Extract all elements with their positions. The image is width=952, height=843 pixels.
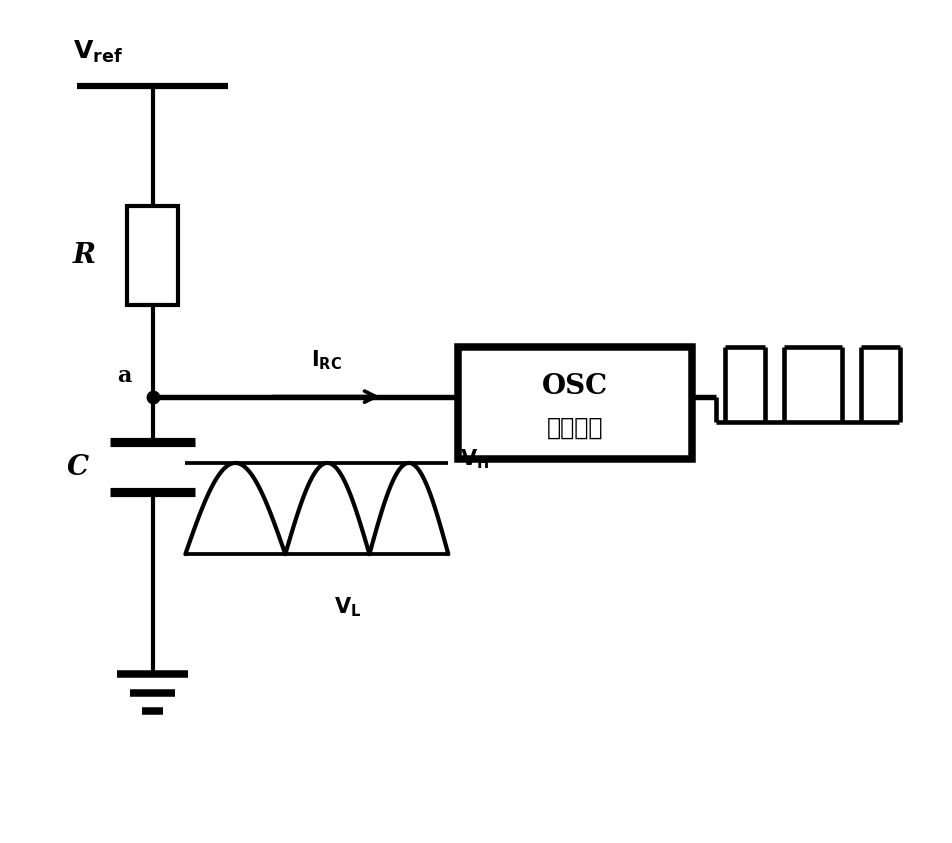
Text: $\mathbf{V_H}$: $\mathbf{V_H}$ xyxy=(459,448,488,471)
Text: $\mathbf{V_{ref}}$: $\mathbf{V_{ref}}$ xyxy=(72,39,123,65)
Text: $\mathbf{V_L}$: $\mathbf{V_L}$ xyxy=(334,596,361,620)
Text: R: R xyxy=(72,242,96,269)
Bar xyxy=(457,346,692,459)
Text: 振荡单元: 振荡单元 xyxy=(546,416,603,439)
Text: a: a xyxy=(117,365,131,387)
Text: C: C xyxy=(67,454,89,481)
Text: OSC: OSC xyxy=(542,373,607,400)
Bar xyxy=(127,206,178,305)
Text: $\mathbf{I_{RC}}$: $\mathbf{I_{RC}}$ xyxy=(310,348,342,372)
